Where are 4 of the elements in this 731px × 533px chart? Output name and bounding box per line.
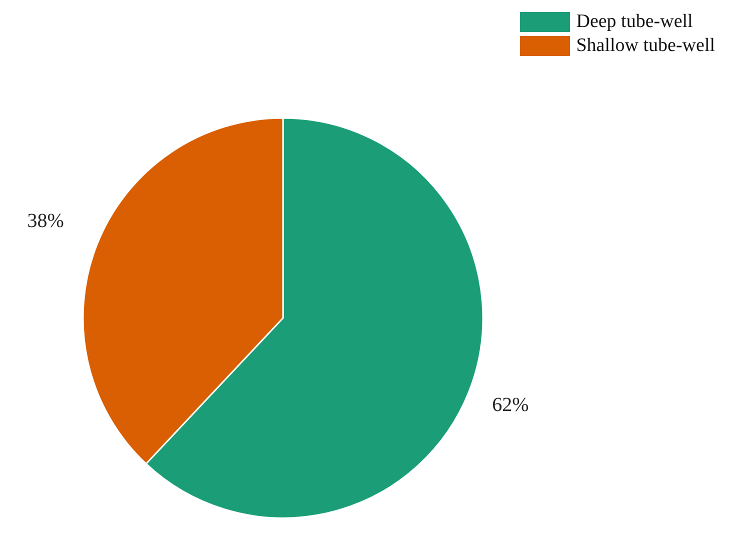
legend-label: Shallow tube-well	[576, 35, 715, 57]
legend-label: Deep tube-well	[576, 11, 693, 33]
data-label: 62%	[492, 394, 529, 416]
data-label: 38%	[27, 210, 64, 232]
